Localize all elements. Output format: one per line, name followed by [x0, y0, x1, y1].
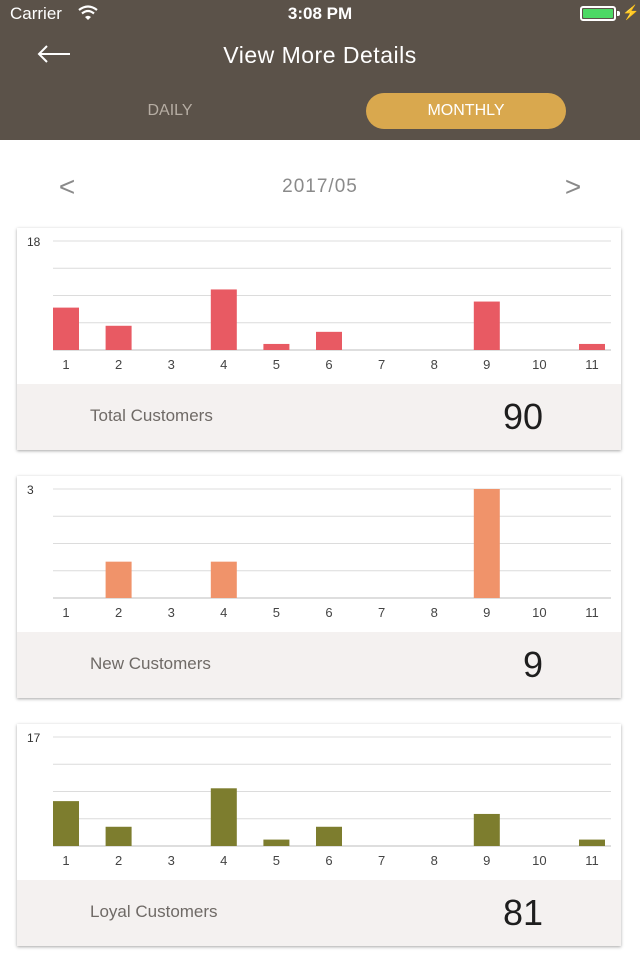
- loyal-customers-card: 17 1 2 3 4 5 6 7 8 9 10 11 Loyal Customers 81: [17, 724, 621, 946]
- loyal-customers-chart: 17 1 2 3 4 5 6 7 8 9 10 11: [17, 724, 621, 880]
- tab-daily[interactable]: DAILY: [147, 102, 193, 119]
- x-tick-label: 9: [483, 853, 490, 868]
- new-customers-card: 3 1 2 3 4 5 6 7 8 9 10 11 New Customers 9: [17, 476, 621, 698]
- x-tick-label: 4: [220, 357, 227, 372]
- new-customers-label: New Customers: [90, 654, 211, 673]
- previous-month-button[interactable]: <: [58, 171, 76, 202]
- x-tick-label: 3: [168, 357, 175, 372]
- total-customers-value: 90: [502, 396, 543, 437]
- x-tick-label: 11: [585, 853, 599, 868]
- x-tick-label: 11: [585, 605, 599, 620]
- status-time: 3:08 PM: [287, 4, 353, 23]
- x-tick-label: 10: [532, 853, 546, 868]
- card-footer: New Customers 9: [17, 632, 621, 698]
- x-tick-label: 6: [325, 605, 332, 620]
- wifi-icon: [78, 5, 98, 20]
- carrier-label: Carrier: [10, 4, 62, 23]
- bar: [473, 489, 500, 598]
- y-tick-label: 3: [27, 483, 34, 497]
- total-customers-chart-svg: 18 1 2 3 4 5 6 7 8 9 10 11: [27, 235, 611, 372]
- card-footer: Total Customers 90: [17, 384, 621, 450]
- total-customers-chart: 18 1 2 3 4 5 6 7 8 9 10 11: [17, 228, 621, 384]
- bar: [53, 801, 79, 846]
- x-tick-label: 9: [483, 605, 490, 620]
- back-button[interactable]: [30, 38, 76, 70]
- charging-icon: ⚡: [622, 4, 640, 20]
- new-customers-chart-svg: 3 1 2 3 4 5 6 7 8 9 10 11: [27, 483, 611, 620]
- x-tick-label: 7: [378, 853, 385, 868]
- tab-monthly[interactable]: MONTHLY: [366, 93, 566, 129]
- bar: [53, 307, 79, 350]
- new-customers-chart: 3 1 2 3 4 5 6 7 8 9 10 11: [17, 476, 621, 632]
- x-tick-label: 3: [168, 605, 175, 620]
- x-tick-label: 5: [273, 605, 280, 620]
- bar: [210, 561, 237, 598]
- x-tick-label: 8: [431, 357, 438, 372]
- x-tick-label: 10: [532, 605, 546, 620]
- bar: [579, 343, 605, 350]
- x-tick-label: 5: [273, 357, 280, 372]
- status-bar: Carrier 3:08 PM ⚡: [0, 0, 640, 28]
- x-tick-label: 4: [220, 853, 227, 868]
- bar: [473, 301, 500, 350]
- x-tick-label: 11: [585, 357, 599, 372]
- x-tick-label: 2: [115, 357, 122, 372]
- month-navigator: < 2017/05 >: [0, 168, 640, 208]
- x-tick-label: 4: [220, 605, 227, 620]
- bar: [579, 839, 605, 846]
- month-label: 2017/05: [282, 176, 358, 197]
- total-customers-label: Total Customers: [90, 406, 213, 425]
- loyal-customers-label: Loyal Customers: [90, 902, 218, 921]
- x-tick-label: 6: [325, 357, 332, 372]
- bar: [473, 813, 500, 846]
- x-tick-label: 8: [431, 853, 438, 868]
- x-tick-label: 1: [62, 605, 69, 620]
- loyal-customers-value: 81: [502, 892, 543, 933]
- header: Carrier 3:08 PM ⚡ View More Details DAIL…: [0, 0, 640, 140]
- new-customers-value: 9: [522, 644, 543, 685]
- bar: [105, 826, 132, 846]
- x-tick-label: 1: [62, 357, 69, 372]
- x-tick-label: 10: [532, 357, 546, 372]
- x-tick-label: 7: [378, 605, 385, 620]
- x-tick-label: 2: [115, 853, 122, 868]
- card-footer: Loyal Customers 81: [17, 880, 621, 946]
- bar: [210, 289, 237, 350]
- bar: [316, 826, 342, 846]
- total-customers-card: 18 1 2 3 4 5 6 7 8 9 10 11 Total Customers 90: [17, 228, 621, 450]
- bar: [263, 839, 290, 846]
- next-month-button[interactable]: >: [564, 171, 582, 202]
- x-tick-label: 2: [115, 605, 122, 620]
- bar: [316, 331, 342, 350]
- x-tick-label: 7: [378, 357, 385, 372]
- bar: [105, 561, 132, 598]
- y-tick-label: 18: [27, 235, 41, 249]
- page-title: View More Details: [223, 42, 417, 68]
- bar: [263, 343, 290, 350]
- back-arrow-icon: [37, 45, 70, 63]
- x-tick-label: 5: [273, 853, 280, 868]
- x-tick-label: 1: [62, 853, 69, 868]
- bar: [210, 788, 237, 846]
- x-tick-label: 9: [483, 357, 490, 372]
- x-tick-label: 3: [168, 853, 175, 868]
- battery-icon: [580, 6, 620, 21]
- y-tick-label: 17: [27, 731, 41, 745]
- bar: [105, 325, 132, 350]
- x-tick-label: 8: [431, 605, 438, 620]
- loyal-customers-chart-svg: 17 1 2 3 4 5 6 7 8 9 10 11: [27, 731, 611, 868]
- x-tick-label: 6: [325, 853, 332, 868]
